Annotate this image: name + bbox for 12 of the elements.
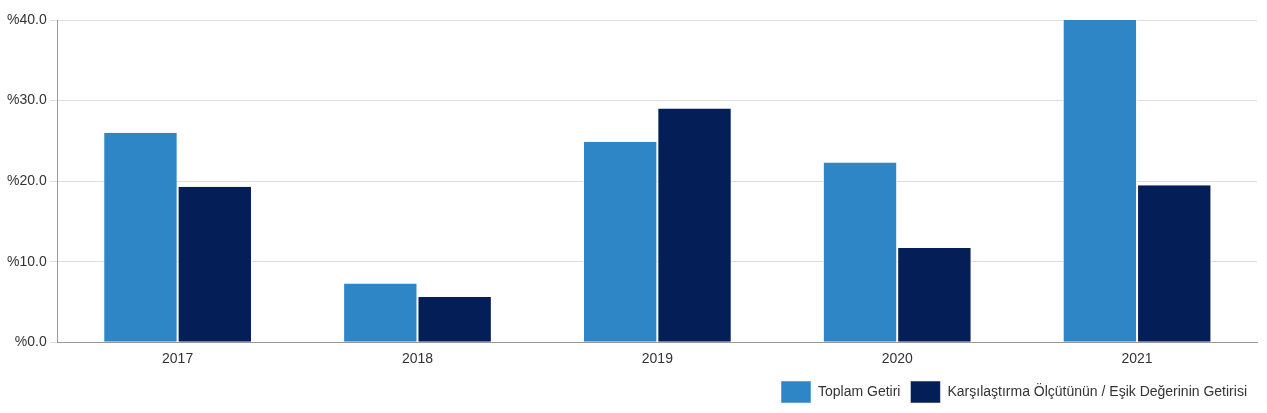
x-tick-label: 2020 bbox=[881, 350, 913, 367]
y-tick-label: %40.0 bbox=[6, 10, 47, 27]
y-tick-label: %30.0 bbox=[6, 91, 47, 108]
y-tick-label: %10.0 bbox=[6, 252, 47, 269]
x-tick-label: 2018 bbox=[401, 350, 434, 367]
legend-label: Karşılaştırma Ölçütünün / Eşik Değerinin Getirisi bbox=[947, 381, 1248, 399]
legend-label: Toplam Getiri bbox=[817, 382, 901, 399]
y-tick-label: %20.0 bbox=[6, 171, 47, 188]
x-tick-label: 2021 bbox=[1121, 350, 1153, 367]
x-tick-label: 2017 bbox=[162, 350, 194, 367]
x-tick-label: 2019 bbox=[641, 350, 674, 367]
y-tick-label: %0.0 bbox=[14, 333, 47, 350]
